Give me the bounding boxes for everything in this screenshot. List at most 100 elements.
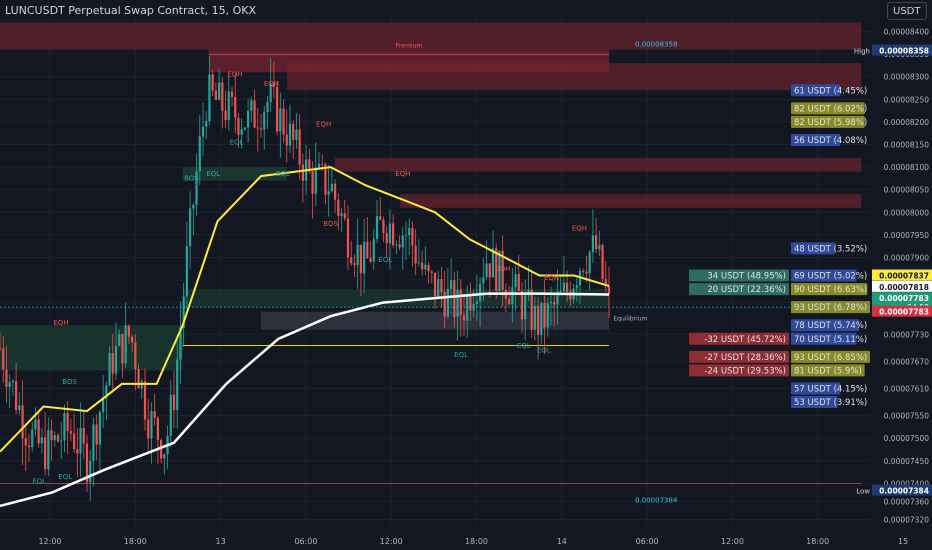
candle-body [211, 74, 214, 91]
candle-body [82, 427, 85, 444]
candle [375, 199, 379, 243]
volume-label: 48 USDT (3.52%) [794, 244, 867, 254]
candle-body [11, 380, 14, 382]
currency-button[interactable]: USDT [887, 2, 927, 20]
candle-body [411, 227, 414, 246]
candle [230, 86, 234, 107]
candle [392, 213, 395, 248]
candle-body [437, 279, 440, 297]
candle-body [60, 440, 63, 442]
candle [456, 270, 459, 341]
candle [453, 272, 456, 328]
price-tick: 0.00007550 [884, 412, 930, 421]
volume-bar [791, 332, 857, 345]
candle-body [21, 405, 24, 439]
candle [533, 296, 536, 341]
candle [218, 68, 221, 101]
candle [385, 226, 388, 257]
candle [433, 272, 437, 309]
candle [398, 235, 401, 251]
candle [24, 426, 27, 472]
candle-body [237, 117, 240, 135]
candle [524, 279, 527, 341]
candle-body [520, 290, 524, 320]
annotation-bos: BOS [62, 378, 77, 386]
candle-body [247, 110, 250, 128]
candle-body [482, 277, 485, 284]
volume-label: 53 USDT (3.91%) [794, 398, 867, 408]
time-tick: 13 [216, 537, 226, 546]
candle-body [488, 263, 491, 278]
time-tick: 12:00 [721, 537, 744, 546]
candle [143, 368, 147, 431]
high-tag: 0.00008358 [879, 47, 929, 56]
candle-body [569, 291, 572, 300]
candle [237, 113, 240, 148]
candle [314, 142, 317, 207]
candle-body [607, 286, 611, 295]
volume-bar [791, 283, 868, 296]
candle-body [398, 244, 401, 248]
time-axis: 12:00 18:00 13 06:00 12:00 18:00 14 06:00 12:00 1… [0, 532, 908, 550]
premium-label: Premium [396, 43, 423, 50]
candles [0, 56, 611, 501]
candle [404, 221, 408, 260]
candle [95, 414, 98, 461]
volume-label: 81 USDT (5.9%) [794, 366, 862, 376]
candle-body [530, 289, 533, 330]
candle-body [282, 108, 285, 135]
candle-body [566, 282, 569, 292]
candle [169, 380, 172, 448]
candle [491, 230, 495, 278]
candle-body [50, 430, 53, 441]
candle-body [224, 110, 227, 120]
volume-bar-left [689, 283, 789, 296]
candle-body [334, 183, 337, 200]
candle-body [553, 301, 556, 305]
candle [363, 218, 366, 294]
candle-body [363, 241, 366, 274]
annotation-eqh: EQH [572, 224, 587, 232]
candle-body [111, 353, 114, 374]
candle [488, 263, 491, 298]
candle [343, 199, 346, 221]
candle-body [243, 127, 246, 130]
range-bottom-label: 0.00007384 [635, 496, 678, 504]
candle [330, 169, 333, 193]
candle-body [105, 385, 108, 399]
candle-body [595, 235, 598, 250]
price-tick: 0.00008200 [884, 118, 930, 127]
candle-body [537, 305, 540, 335]
candle-body [44, 437, 47, 470]
candle-body [575, 285, 578, 289]
candle [553, 293, 556, 327]
candle-body [98, 412, 101, 445]
candle [334, 179, 337, 213]
candle [459, 279, 462, 337]
time-tick: 12:00 [38, 537, 61, 546]
candle [76, 428, 79, 477]
candle-body [5, 369, 8, 387]
last-price-red-bg [872, 305, 932, 317]
candle-body [108, 353, 111, 386]
candle-body [540, 302, 543, 335]
low-tag-caption: Low [856, 488, 870, 496]
candle [604, 261, 607, 292]
candle-body [56, 435, 60, 442]
volume-label: 82 USDT (5.98%) [794, 118, 867, 128]
candle-body [446, 288, 449, 317]
candle-body [469, 294, 472, 311]
volume-bar [791, 364, 865, 377]
candle-body [421, 262, 424, 270]
candle-body [456, 289, 459, 317]
annotation-eql: EQL [378, 256, 392, 264]
candle [514, 265, 517, 312]
annotation-bos: BOS [323, 220, 338, 228]
candle [263, 105, 266, 150]
candle [11, 378, 14, 396]
candle [163, 453, 166, 475]
price-tick: 0.00008300 [884, 73, 930, 82]
candle [337, 193, 340, 231]
candle [530, 271, 533, 338]
